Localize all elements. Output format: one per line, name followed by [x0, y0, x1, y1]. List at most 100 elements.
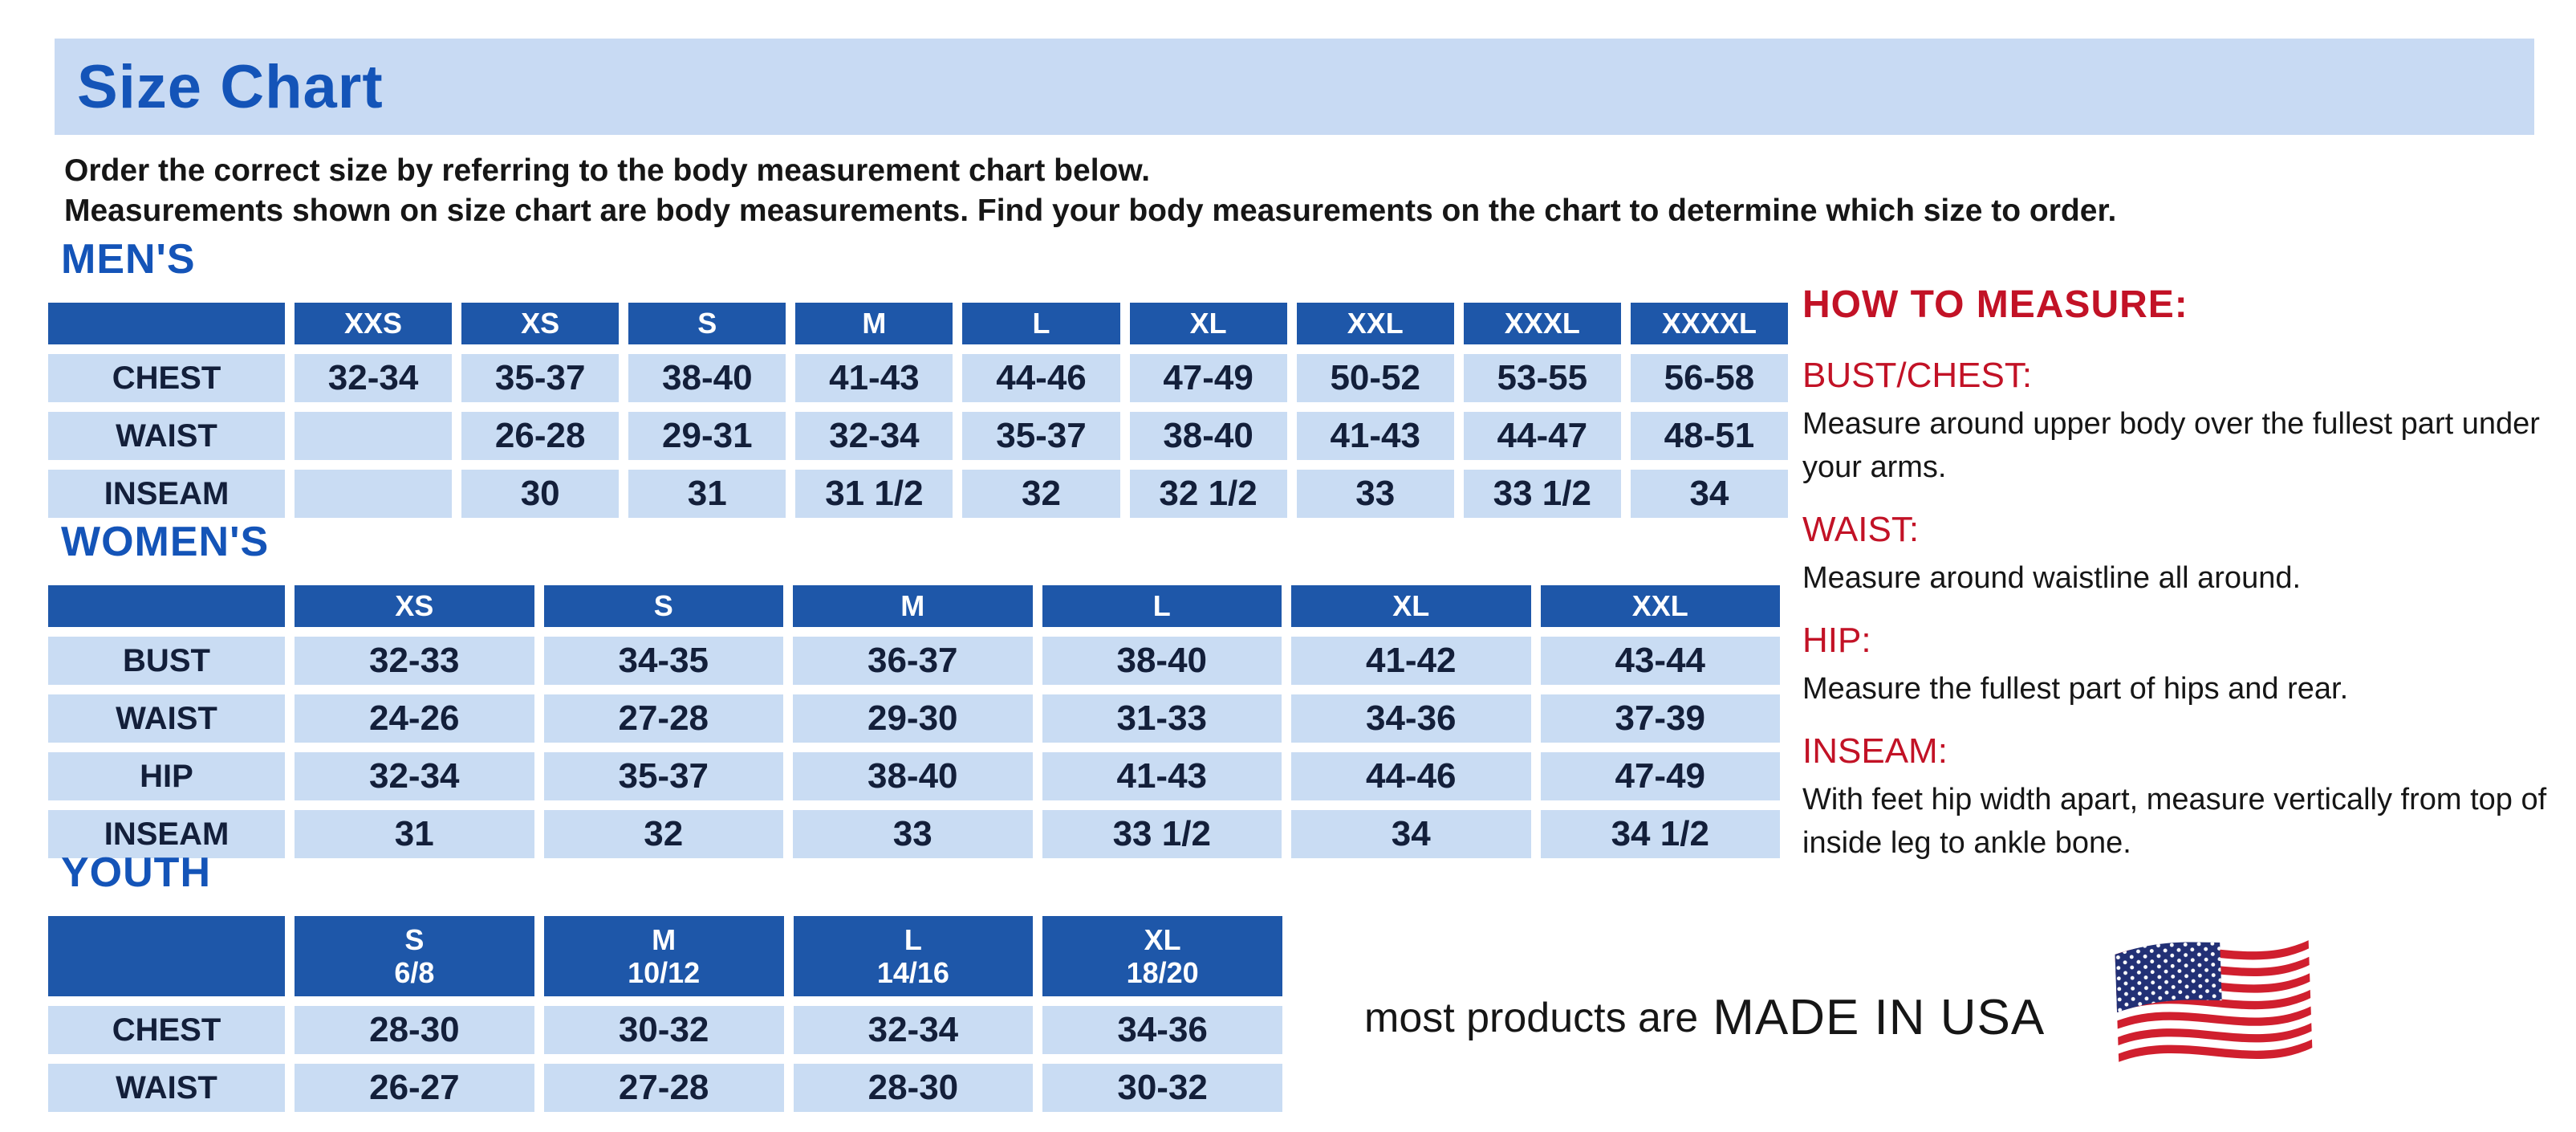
value-cell: 44-46 [962, 354, 1120, 402]
value-cell: 48-51 [1630, 412, 1788, 460]
column-header: XS [461, 303, 620, 344]
row-label: WAIST [48, 1064, 285, 1112]
intro-line-2: Measurements shown on size chart are bod… [64, 193, 2117, 228]
table-row: INSEAM 31 32 33 33 1/2 34 34 1/2 [48, 810, 1780, 858]
section-youth: YOUTH S 6/8 M 10/12 L 14/16 XL 18/20 CHEST 28-… [48, 849, 1292, 1122]
how-to-measure-items: BUST/CHEST: Measure around upper body ove… [1802, 356, 2565, 865]
row-label: INSEAM [48, 810, 285, 858]
column-header: XS [295, 585, 534, 627]
howto-item: BUST/CHEST: Measure around upper body ove… [1802, 356, 2565, 489]
value-cell [295, 412, 453, 460]
howto-text: Measure around waistline all around. [1802, 561, 2302, 595]
column-header: XL [1291, 585, 1531, 627]
page-title-banner: Size Chart [55, 39, 2534, 135]
intro-line-1: Order the correct size by referring to t… [64, 153, 1151, 188]
value-cell: 33 1/2 [1463, 470, 1621, 518]
column-header: S 6/8 [295, 916, 534, 996]
made-in-usa-footer: most products are MADE IN USA [1364, 931, 2313, 1104]
section-womens: WOMEN'S XS S M L XL XXL BUST 32-33 34-35 36-37 38-4… [48, 518, 1790, 868]
column-header: XXXL [1463, 303, 1621, 344]
howto-label: BUST/CHEST: [1802, 356, 2033, 395]
value-cell: 35-37 [461, 354, 620, 402]
value-cell: 24-26 [295, 694, 534, 743]
howto-label: INSEAM: [1802, 731, 1948, 771]
section-title-youth: YOUTH [61, 849, 211, 896]
column-header: M [793, 585, 1033, 627]
value-cell: 29-30 [793, 694, 1033, 743]
column-header: XXS [295, 303, 453, 344]
value-cell: 32 1/2 [1129, 470, 1287, 518]
value-cell: 31 [628, 470, 786, 518]
column-header: XL [1129, 303, 1287, 344]
howto-label: HIP: [1802, 621, 1871, 660]
value-cell: 32-34 [793, 1006, 1034, 1054]
corner-cell [48, 303, 285, 344]
value-cell: 34 [1291, 810, 1531, 858]
howto-text: Measure the fullest part of hips and rea… [1802, 672, 2349, 706]
value-cell: 38-40 [793, 752, 1033, 800]
corner-cell [48, 585, 285, 627]
value-cell: 28-30 [793, 1064, 1034, 1112]
corner-cell [48, 916, 285, 996]
value-cell: 32-34 [295, 752, 534, 800]
value-cell: 38-40 [628, 354, 786, 402]
column-header: XXXXL [1630, 303, 1788, 344]
value-cell: 41-43 [795, 354, 953, 402]
value-cell: 44-47 [1463, 412, 1621, 460]
howto-label: WAIST: [1802, 510, 1920, 549]
column-header: XXL [1540, 585, 1780, 627]
row-label: CHEST [48, 1006, 285, 1054]
value-cell: 30-32 [543, 1006, 784, 1054]
header-row: XS S M L XL XXL [48, 585, 1780, 627]
value-cell: 44-46 [1291, 752, 1531, 800]
value-cell: 43-44 [1540, 637, 1780, 685]
value-cell: 26-27 [295, 1064, 534, 1112]
value-cell: 34-35 [543, 637, 783, 685]
mens-size-table: XXS XS S M L XL XXL XXXL XXXXL CHEST 32-34 35-37 38-… [39, 293, 1798, 527]
made-in-usa-text: MADE IN USA [1713, 990, 2046, 1045]
footer-prefix-text: most products are [1364, 994, 1699, 1041]
table-row: WAIST 24-26 27-28 29-30 31-33 34-36 37-39 [48, 694, 1780, 743]
value-cell: 32-34 [795, 412, 953, 460]
column-header: XL 18/20 [1042, 916, 1282, 996]
table-row: BUST 32-33 34-35 36-37 38-40 41-42 43-44 [48, 637, 1780, 685]
value-cell: 41-43 [1042, 752, 1282, 800]
column-header: XXL [1296, 303, 1454, 344]
value-cell: 38-40 [1042, 637, 1282, 685]
value-cell: 34-36 [1042, 1006, 1282, 1054]
value-cell: 50-52 [1296, 354, 1454, 402]
row-label: WAIST [48, 694, 285, 743]
value-cell: 30-32 [1042, 1064, 1282, 1112]
value-cell: 29-31 [628, 412, 786, 460]
table-row: CHEST 28-30 30-32 32-34 34-36 [48, 1006, 1282, 1054]
row-label: BUST [48, 637, 285, 685]
value-cell: 34-36 [1291, 694, 1531, 743]
column-header: S [543, 585, 783, 627]
column-header: L [962, 303, 1120, 344]
table-row: WAIST 26-28 29-31 32-34 35-37 38-40 41-43 44-47… [48, 412, 1788, 460]
value-cell: 47-49 [1540, 752, 1780, 800]
value-cell: 53-55 [1463, 354, 1621, 402]
page-title: Size Chart [77, 52, 384, 121]
value-cell: 41-43 [1296, 412, 1454, 460]
value-cell: 47-49 [1129, 354, 1287, 402]
row-label: HIP [48, 752, 285, 800]
value-cell: 35-37 [543, 752, 783, 800]
value-cell: 32 [543, 810, 783, 858]
column-header: S [628, 303, 786, 344]
howto-item: WAIST: Measure around waistline all aroun… [1802, 510, 2565, 600]
value-cell: 36-37 [793, 637, 1033, 685]
section-title-womens: WOMEN'S [61, 519, 270, 565]
table-row: HIP 32-34 35-37 38-40 41-43 44-46 47-49 [48, 752, 1780, 800]
howto-item: INSEAM: With feet hip width apart, measur… [1802, 731, 2565, 865]
value-cell: 27-28 [543, 1064, 784, 1112]
value-cell: 33 [793, 810, 1033, 858]
howto-item: HIP: Measure the fullest part of hips and… [1802, 621, 2565, 711]
how-to-measure-panel: HOW TO MEASURE: BUST/CHEST: Measure aroun… [1802, 283, 2565, 865]
table-row: WAIST 26-27 27-28 28-30 30-32 [48, 1064, 1282, 1112]
value-cell: 33 1/2 [1042, 810, 1282, 858]
value-cell: 32-34 [295, 354, 453, 402]
how-to-measure-title: HOW TO MEASURE: [1802, 283, 2188, 326]
youth-size-table: S 6/8 M 10/12 L 14/16 XL 18/20 CHEST 28-30 30-… [39, 906, 1292, 1122]
value-cell: 34 [1630, 470, 1788, 518]
